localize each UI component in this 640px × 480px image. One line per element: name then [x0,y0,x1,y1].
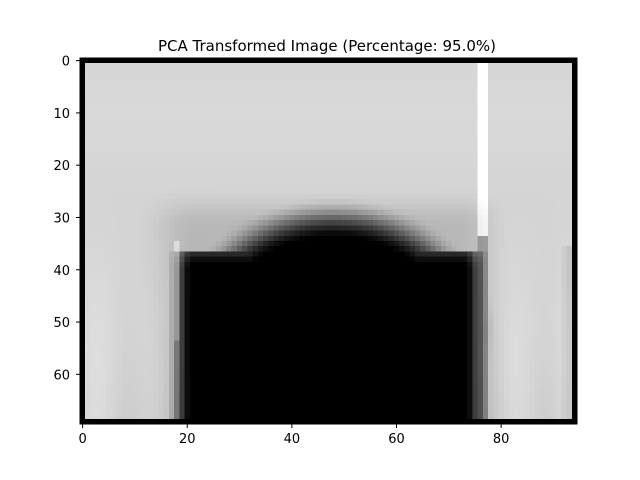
x-axis: 0 20 40 60 80 [78,424,509,447]
x-tick-label: 80 [493,432,510,447]
axes-frame [79,57,578,425]
x-tick-label: 20 [179,432,196,447]
x-tick-label: 60 [388,432,405,447]
y-tick-label: 30 [53,211,70,226]
y-tick-label: 60 [53,368,70,383]
pca-image [80,58,577,424]
pca-image-raster [80,58,577,424]
y-tick-label: 10 [53,107,70,122]
x-tick-label: 40 [284,432,301,447]
x-tick-label: 0 [78,432,86,447]
y-tick-label: 20 [53,159,70,174]
y-tick-label: 0 [62,55,70,70]
y-tick-label: 50 [53,316,70,331]
chart-title: PCA Transformed Image (Percentage: 95.0%… [158,37,496,55]
y-tick-label: 40 [53,264,70,279]
y-axis: 0 10 20 30 40 50 60 [53,55,80,383]
